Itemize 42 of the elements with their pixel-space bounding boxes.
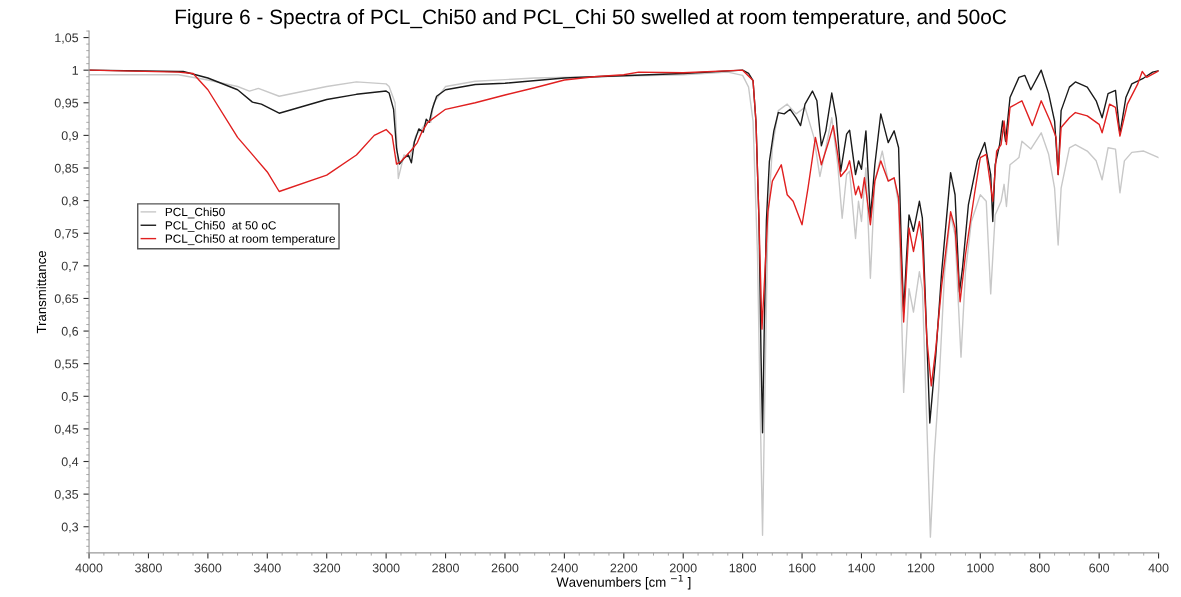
y-tick-label: 0,8 — [61, 196, 79, 207]
y-tick-label: 0,45 — [54, 424, 79, 436]
y-tick-label: 0,3 — [61, 522, 79, 533]
line-series — [89, 71, 1159, 538]
y-tick-label: 0,4 — [61, 457, 79, 468]
y-axis-title: Transmittance — [36, 250, 47, 334]
x-tick-label: 2400 — [551, 563, 578, 573]
x-tick-label: 2800 — [432, 563, 459, 573]
x-tick-label: 2600 — [491, 563, 519, 573]
x-tick-label: 2000 — [669, 563, 697, 573]
chart-title: Figure 6 - Spectra of PCL_Chi50 and PCL_Chi 50 swelled at room temperature, and 50oC — [175, 8, 1007, 29]
y-tick-label: 1,05 — [55, 33, 79, 44]
x-tick-label: 1000 — [967, 563, 994, 573]
x-tick-label: 1400 — [848, 563, 875, 573]
x-tick-label: 600 — [1089, 563, 1110, 573]
legend-label: PCL_Chi50 at room temperature — [165, 234, 335, 246]
y-tick-label: 0,55 — [54, 359, 79, 370]
x-tick-label: 400 — [1148, 563, 1169, 573]
y-tick-label: 1 — [72, 66, 79, 75]
y-tick-label: 0,5 — [61, 392, 79, 403]
x-tick-label: 3000 — [372, 563, 400, 573]
x-tick-label: 1600 — [789, 563, 816, 573]
y-tick-label: 0,6 — [61, 326, 79, 338]
x-tick-label: 800 — [1029, 563, 1050, 573]
x-tick-label: 3400 — [253, 563, 281, 573]
x-tick-label: 3600 — [194, 563, 222, 573]
y-tick-label: 0,9 — [61, 131, 79, 142]
x-tick-label: 3800 — [135, 563, 162, 573]
x-tick-label: 4000 — [75, 563, 103, 573]
y-tick-label: 0,35 — [54, 489, 79, 501]
legend-label: PCL_Chi50 at 50 oC — [165, 220, 276, 232]
x-axis-title: Wavenumbers [cm $^{−1}$ ] — [556, 574, 691, 590]
legend-label: PCL_Chi50 — [165, 207, 225, 219]
x-tick-label: 3200 — [313, 563, 341, 573]
x-tick-label: 1200 — [907, 563, 935, 573]
y-tick-label: 0,95 — [54, 98, 79, 109]
x-tick-label: 2200 — [610, 563, 638, 573]
y-tick-label: 0,75 — [54, 229, 79, 240]
y-tick-label: 0,65 — [54, 294, 79, 305]
x-tick-label: 1800 — [729, 563, 757, 573]
y-tick-label: 0,85 — [54, 163, 79, 175]
y-tick-label: 0,7 — [61, 261, 78, 272]
